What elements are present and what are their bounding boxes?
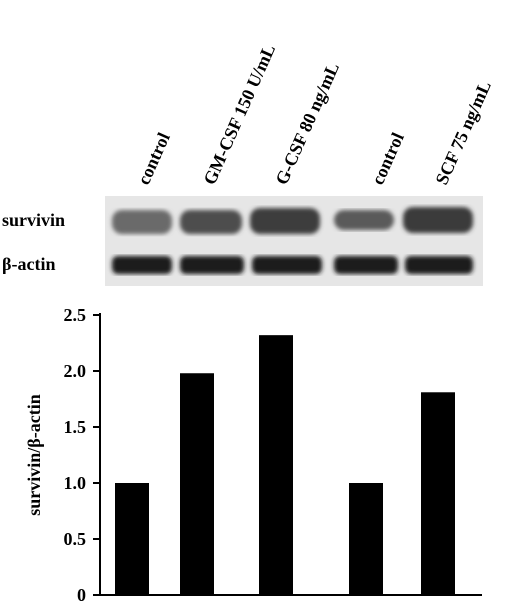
band [112, 210, 172, 234]
blot [105, 196, 483, 286]
band [334, 210, 394, 230]
band [334, 256, 398, 274]
y-tick-label: 1.5 [64, 417, 87, 437]
band [112, 256, 172, 274]
band [405, 256, 473, 274]
y-tick-label: 0 [77, 585, 86, 605]
blot-row-label: survivin [2, 210, 65, 230]
bar [421, 392, 455, 595]
band [252, 256, 322, 274]
x-tick-label: GM-CSF 150 U/mL [199, 41, 279, 187]
x-tick-label: control [133, 130, 174, 188]
bar [115, 483, 149, 595]
band [180, 210, 242, 234]
band [180, 256, 244, 274]
bar [349, 483, 383, 595]
x-tick-label: SCF 75 ng/mL [431, 78, 495, 188]
blot-row-label: β-actin [2, 254, 55, 274]
x-tick-label: G-CSF 80 ng/mL [271, 60, 343, 188]
y-axis-label: survivin/β-actin [24, 394, 44, 516]
x-tick-label: control [367, 130, 408, 188]
bar [259, 335, 293, 595]
y-tick-label: 1.0 [64, 473, 87, 493]
band [403, 207, 473, 233]
band [250, 208, 320, 234]
y-tick-label: 0.5 [64, 529, 87, 549]
bar [180, 373, 214, 595]
y-tick-label: 2.0 [64, 361, 87, 381]
y-tick-label: 2.5 [64, 305, 87, 325]
